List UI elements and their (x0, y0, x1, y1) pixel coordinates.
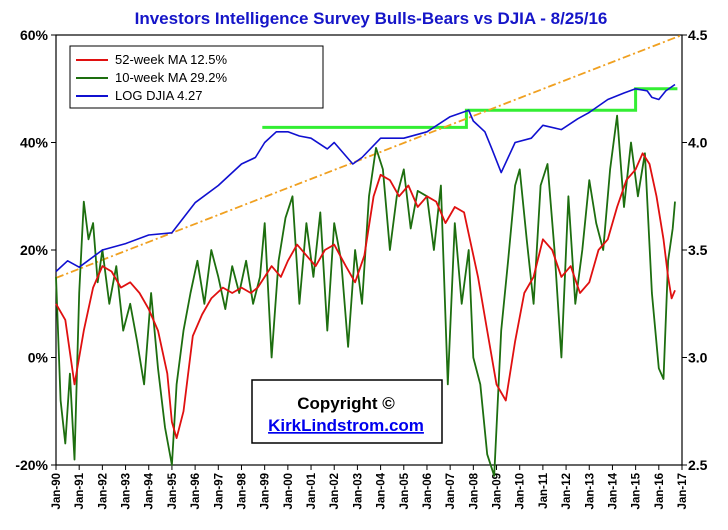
x-tick-label: Jan-04 (376, 472, 388, 509)
x-tick-label: Jan-91 (74, 472, 86, 509)
x-tick-label: Jan-99 (260, 473, 272, 509)
copyright-link[interactable]: KirkLindstrom.com (268, 416, 424, 435)
y-left-tick-label: 0% (28, 350, 49, 366)
x-tick-label: Jan-07 (445, 473, 457, 509)
series-log-djia-line (55, 83, 676, 273)
x-tick-label: Jan-11 (538, 472, 550, 508)
y-axis-left: 60% 40% 20% 0% -20% (15, 27, 56, 473)
x-tick-label: Jan-10 (515, 473, 527, 509)
x-tick-label: Jan-14 (607, 472, 619, 509)
copyright-annotation: Copyright © KirkLindstrom.com (251, 379, 443, 444)
x-tick-label: Jan-16 (654, 473, 666, 509)
x-tick-label: Jan-05 (399, 472, 411, 509)
legend-label-djia: LOG DJIA 4.27 (115, 88, 202, 103)
series-52-week-ma-line (55, 152, 676, 440)
x-tick-label: Jan-90 (51, 473, 63, 509)
legend-label-52-week: 52-week MA 12.5% (115, 52, 227, 67)
x-tick-label: Jan-95 (167, 472, 179, 509)
x-tick-label: Jan-98 (236, 472, 248, 509)
x-tick-label: Jan-08 (468, 472, 480, 509)
copyright-box (251, 379, 443, 444)
legend-box (69, 45, 324, 109)
y-left-tick-label: 20% (20, 242, 49, 258)
legend: 52-week MA 12.5% 10-week MA 29.2% LOG DJ… (69, 45, 324, 109)
x-tick-label: Jan-02 (329, 473, 341, 509)
y-right-tick-label: 3.0 (688, 350, 708, 366)
y-right-tick-label: 4.5 (688, 27, 708, 43)
y-left-tick-label: 40% (20, 135, 49, 151)
y-left-tick-label: 60% (20, 27, 49, 43)
chart-title: Investors Intelligence Survey Bulls-Bear… (135, 9, 608, 28)
y-right-tick-label: 2.5 (688, 457, 708, 473)
x-tick-label: Jan-94 (144, 472, 156, 509)
series-10-week-ma-line (55, 114, 676, 477)
x-tick-label: Jan-09 (492, 473, 504, 509)
legend-label-10-week: 10-week MA 29.2% (115, 70, 227, 85)
series-layer (55, 34, 683, 477)
step-line (262, 87, 678, 129)
x-tick-label: Jan-17 (677, 473, 689, 509)
x-tick-label: Jan-92 (97, 473, 109, 509)
x-tick-label: Jan-93 (121, 473, 133, 509)
x-tick-label: Jan-03 (352, 473, 364, 509)
x-tick-label: Jan-15 (631, 472, 643, 509)
y-left-tick-label: -20% (15, 457, 48, 473)
x-tick-label: Jan-01 (306, 472, 318, 509)
x-tick-label: Jan-13 (584, 473, 596, 509)
x-tick-label: Jan-12 (561, 473, 573, 509)
x-axis: Jan-90 Jan-91 Jan-92 Jan-93 Jan-94 Jan-95 Jan-… (51, 465, 689, 509)
y-axis-right: 4.5 4.0 3.5 3.0 2.5 (682, 27, 708, 473)
x-tick-label: Jan-96 (190, 473, 202, 509)
y-right-tick-label: 4.0 (688, 135, 708, 151)
x-tick-label: Jan-06 (422, 473, 434, 509)
x-tick-label: Jan-97 (213, 473, 225, 509)
copyright-text: Copyright © (297, 394, 395, 413)
x-tick-label: Jan-00 (283, 473, 295, 509)
y-right-tick-label: 3.5 (688, 242, 708, 258)
